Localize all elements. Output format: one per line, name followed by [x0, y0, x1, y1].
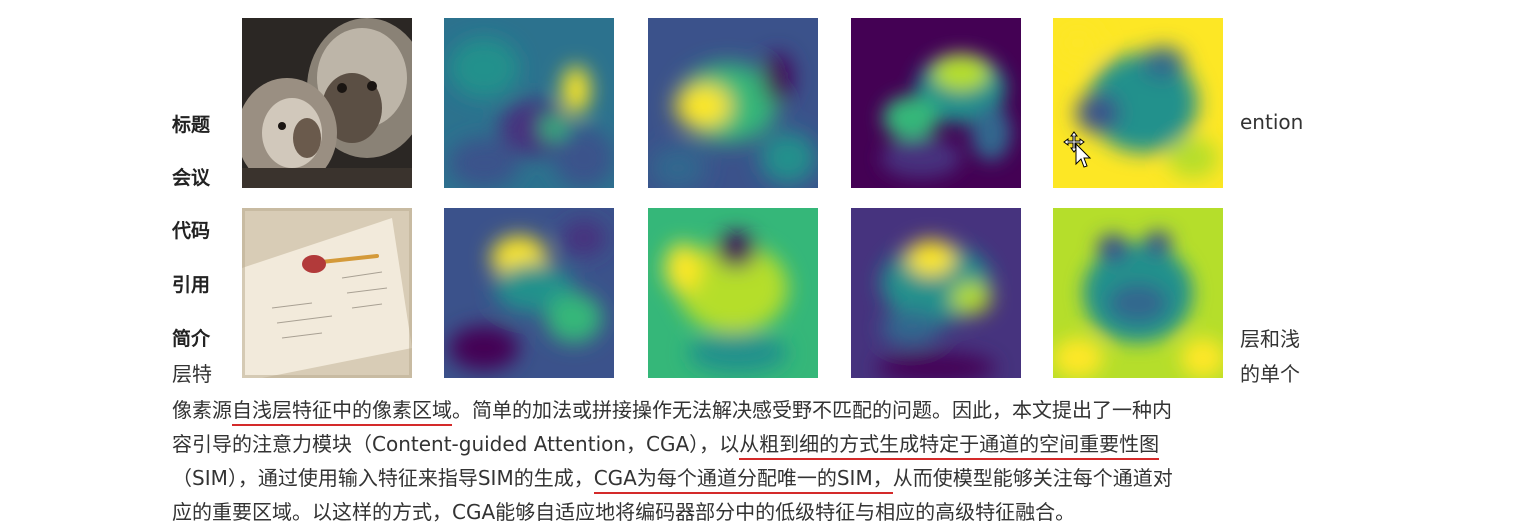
abstract-line-4: 应的重要区域。以这样的方式，CGA能够自适应地将编码器部分中的低级特征与相应的高…	[172, 500, 1076, 524]
abstract-line-2: 容引导的注意力模块（Content-guided Attention，CGA），…	[172, 428, 1160, 460]
row1-heatmap-3	[851, 18, 1021, 188]
label-venue: 会议	[172, 167, 211, 189]
text-span: 从而使模型能够关注每个通道对	[892, 466, 1173, 490]
label-code: 代码	[172, 220, 211, 242]
line2-start-text: 层特	[172, 362, 212, 386]
text-span: 容引导的注意力模块（Content-guided Attention，CGA），…	[172, 432, 740, 456]
abstract-line-1: 像素源自浅层特征中的像素区域。简单的加法或拼接操作无法解决感受野不匹配的问题。因…	[172, 394, 1172, 426]
row1-heatmap-4	[1053, 18, 1223, 188]
abstract-line-3: （SIM），通过使用输入特征来指导SIM的生成，CGA为每个通道分配唯一的SIM…	[172, 462, 1173, 494]
row2-heatmap-1	[444, 208, 614, 378]
row2-heatmap-4	[1053, 208, 1223, 378]
move-cursor-icon	[1062, 130, 1094, 174]
row1-heatmap-1	[444, 18, 614, 188]
text-span: 像素源	[172, 398, 232, 422]
text-span: 。简单的加法或拼接操作无法解决感受野不匹配的问题。因此，本文提出了一种内	[452, 398, 1172, 422]
label-title: 标题	[172, 114, 211, 136]
row2-input-photo	[242, 208, 412, 378]
text-span: （SIM），通过使用输入特征来指导SIM的生成，	[172, 466, 594, 490]
underlined-phrase: 从粗到细的方式生成特定于通道的空间重要性图	[739, 432, 1160, 460]
label-abstract: 简介	[172, 328, 211, 350]
row1-input-photo	[242, 18, 412, 188]
row2-heatmap-3	[851, 208, 1021, 378]
underlined-phrase: CGA为每个通道分配唯一的SIM，	[593, 466, 893, 494]
row2-heatmap-2	[648, 208, 818, 378]
underlined-phrase: 自浅层特征中的像素区域	[232, 398, 452, 426]
label-cite: 引用	[172, 274, 211, 296]
line2-tail-text: 的单个	[1240, 362, 1300, 386]
abstract-tail-text: 层和浅	[1240, 327, 1300, 351]
title-tail-text: ention	[1240, 110, 1304, 134]
row1-heatmap-2	[648, 18, 818, 188]
